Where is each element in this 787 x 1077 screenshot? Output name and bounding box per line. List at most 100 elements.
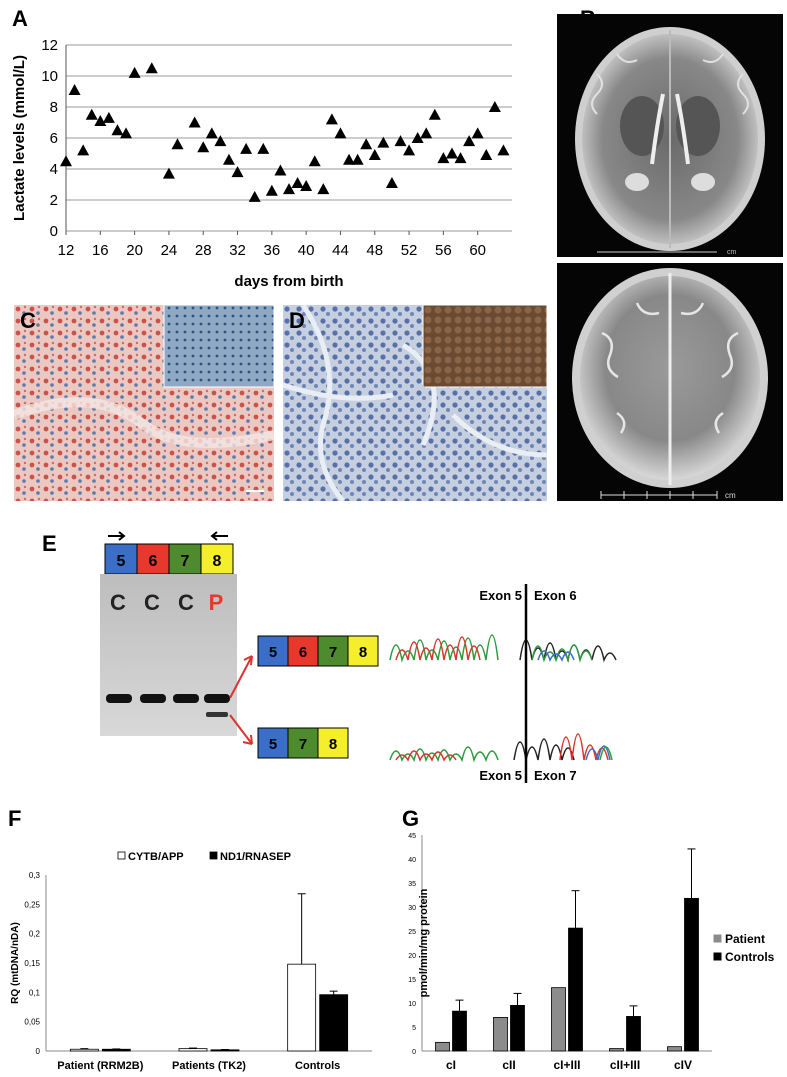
bar xyxy=(667,1046,682,1052)
data-point xyxy=(488,101,501,112)
x-tick-label: 16 xyxy=(92,242,109,259)
x-axis-label: days from birth xyxy=(234,273,343,290)
lane-label-3: C xyxy=(178,590,194,615)
y-tick-label: 2 xyxy=(50,192,58,209)
data-point xyxy=(188,116,201,128)
y-tick-label: 20 xyxy=(408,953,416,960)
y-axis-label: RQ (mtDNA/nDA) xyxy=(10,922,21,1004)
data-point xyxy=(128,66,141,78)
y-tick-label: 40 xyxy=(408,857,416,864)
data-point xyxy=(403,144,416,156)
data-point xyxy=(60,155,72,167)
bar xyxy=(452,1010,467,1052)
lane-label-1: C xyxy=(110,590,126,615)
forward-primer-arrow xyxy=(108,531,126,541)
data-point xyxy=(334,127,347,139)
exon-5-label: 5 xyxy=(117,553,126,570)
x-tick-label: 28 xyxy=(195,242,212,259)
data-point xyxy=(428,108,441,120)
seq-top-left-label: Exon 5 xyxy=(479,588,522,603)
bar xyxy=(101,1048,131,1052)
y-tick-label: 8 xyxy=(50,99,58,116)
data-point xyxy=(420,127,433,139)
y-tick-label: 0 xyxy=(412,1049,416,1056)
category-label: cII+III xyxy=(610,1058,640,1072)
mri-axial-lower: cm xyxy=(557,263,783,501)
legend-swatch xyxy=(209,851,218,860)
y-tick-label: 30 xyxy=(408,905,416,912)
mtdna-bar-chart: 0 0,05 0,1 0,15 0,2 0,25 0,3 Patient (RRM2B) Pat… xyxy=(10,851,372,1072)
data-point xyxy=(240,142,253,154)
y-tick-label: 45 xyxy=(408,833,416,840)
data-point xyxy=(394,135,407,147)
data-point xyxy=(351,153,364,165)
data-point xyxy=(171,138,184,150)
reverse-primer-arrow xyxy=(210,531,228,541)
data-point xyxy=(325,113,338,125)
x-tick-label: 60 xyxy=(469,242,486,259)
bar xyxy=(493,1016,508,1052)
seq-bottom-right-label: Exon 7 xyxy=(534,768,577,783)
data-point xyxy=(231,166,244,178)
data-point xyxy=(411,132,424,143)
legend-swatch xyxy=(117,851,126,860)
y-tick-label: 0,1 xyxy=(29,988,41,997)
y-tick-label: 15 xyxy=(408,977,416,984)
x-tick-label: 32 xyxy=(229,242,246,259)
y-tick-label: 0,2 xyxy=(29,930,41,939)
legend-swatch xyxy=(713,934,722,943)
y-tick-label: 12 xyxy=(41,37,58,54)
y-tick-label: 0 xyxy=(50,223,58,240)
legend-label: CYTB/APP xyxy=(128,851,184,863)
data-point xyxy=(248,190,261,202)
mri-axial-upper: cm xyxy=(557,14,783,257)
data-point xyxy=(360,138,373,150)
bar xyxy=(69,1048,99,1052)
seq-bottom-left-label: Exon 5 xyxy=(479,768,522,783)
bar xyxy=(178,1048,208,1052)
x-tick-label: 48 xyxy=(366,242,383,259)
data-point xyxy=(497,144,510,156)
data-point xyxy=(145,62,158,74)
data-point xyxy=(85,108,98,120)
long-exon-8: 8 xyxy=(359,644,367,661)
data-point xyxy=(205,127,218,139)
histology-image-c xyxy=(14,305,274,501)
data-point xyxy=(102,111,115,123)
chromatogram-top xyxy=(389,634,617,663)
panel-label-a: A xyxy=(12,6,28,31)
data-point xyxy=(283,183,295,195)
data-point xyxy=(454,152,467,164)
long-exon-7: 7 xyxy=(329,644,337,661)
data-point xyxy=(77,144,90,156)
data-point xyxy=(214,135,227,147)
data-point xyxy=(317,183,330,195)
short-exon-7: 7 xyxy=(299,736,307,753)
panel-label-d: D xyxy=(289,308,305,333)
long-exon-5: 5 xyxy=(269,644,277,661)
bar xyxy=(684,897,699,1052)
x-tick-label: 36 xyxy=(264,242,281,259)
category-label: Patient (RRM2B) xyxy=(57,1060,144,1072)
respiratory-chain-bar-chart: 0 5 10 15 20 25 30 35 40 45 cI cII cI+III cII+III cIV p… xyxy=(408,833,775,1072)
panel-label-f: F xyxy=(8,806,22,831)
x-tick-label: 20 xyxy=(126,242,143,259)
x-tick-label: 44 xyxy=(332,242,349,259)
data-point xyxy=(222,153,235,165)
seq-top-right-label: Exon 6 xyxy=(534,588,577,603)
short-product-exon-map: 5 7 8 xyxy=(257,727,349,759)
primer-exon-map: 5 6 7 8 xyxy=(104,543,234,575)
x-tick-label: 24 xyxy=(161,242,178,259)
data-point xyxy=(197,141,210,153)
data-point xyxy=(377,136,390,148)
x-tick-label: 56 xyxy=(435,242,452,259)
data-point xyxy=(480,149,493,161)
legend-label: Controls xyxy=(725,950,775,964)
category-label: cIV xyxy=(674,1058,692,1072)
x-tick-label: 52 xyxy=(401,242,418,259)
long-product-exon-map: 5 6 7 8 xyxy=(257,635,379,667)
y-tick-label: 10 xyxy=(408,1001,416,1008)
panel-label-c: C xyxy=(20,308,36,333)
data-point xyxy=(437,152,450,164)
